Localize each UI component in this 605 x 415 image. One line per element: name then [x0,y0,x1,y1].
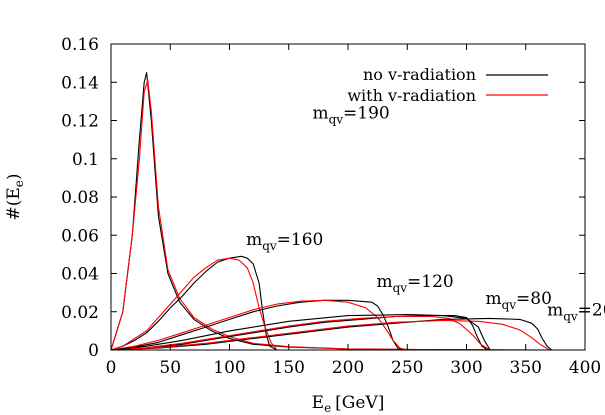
series-line-10 [110,314,491,351]
y-tick-label: 0.1 [72,150,99,170]
series-line-9 [110,319,550,351]
series-line-8 [110,317,553,351]
x-tick-label: 0 [106,358,117,378]
series-line-7 [110,315,491,351]
curve-label-1: mqv=160 [246,230,323,253]
y-tick-label: 0.16 [61,35,99,55]
series-line-1 [110,79,550,351]
y-tick-label: 0.02 [61,303,99,323]
curve-label-2: mqv=120 [376,272,453,295]
legend-label-no-radiation: no v-radiation [363,65,476,84]
curve-label-0: mqv=190 [312,104,389,127]
y-tick-label: 0.04 [61,265,99,285]
y-axis-title-group: #(Ee) [4,173,26,220]
y-tick-label: 0.06 [61,226,99,246]
y-tick-label: 0.08 [61,188,99,208]
x-tick-label: 50 [159,358,181,378]
series-layer [110,72,553,351]
legend-label-with-radiation: with v-radiation [347,86,476,105]
x-tick-label: 100 [213,358,245,378]
x-tick-label: 200 [332,358,364,378]
curve-label-3: mqv=80 [485,289,551,312]
series-line-2 [110,255,278,351]
legend-entry-with-radiation: with v-radiation [347,86,548,105]
x-tick-label: 400 [569,358,601,378]
x-tick-label: 350 [510,358,542,378]
legend-entry-no-radiation: no v-radiation [363,65,548,84]
legend: no v-radiation with v-radiation [347,65,548,105]
y-tick-label: 0.14 [61,73,99,93]
y-tick-label: 0 [88,341,99,361]
x-tick-label: 150 [273,358,305,378]
series-line-5 [110,299,408,351]
curve-label-4: mqv=20 [547,301,605,324]
x-tick-label: 300 [450,358,482,378]
x-tick-label: 250 [391,358,423,378]
ticks-layer: 0 50 100 150 200 250 300 350 400 0 0.02 0.04 0.06 0.0… [61,35,601,378]
series-line-3 [110,257,278,351]
y-tick-label: 0.12 [61,112,99,132]
y-axis-title: #(Ee) [4,173,26,220]
x-axis-title: Ee [GeV] [312,393,385,415]
